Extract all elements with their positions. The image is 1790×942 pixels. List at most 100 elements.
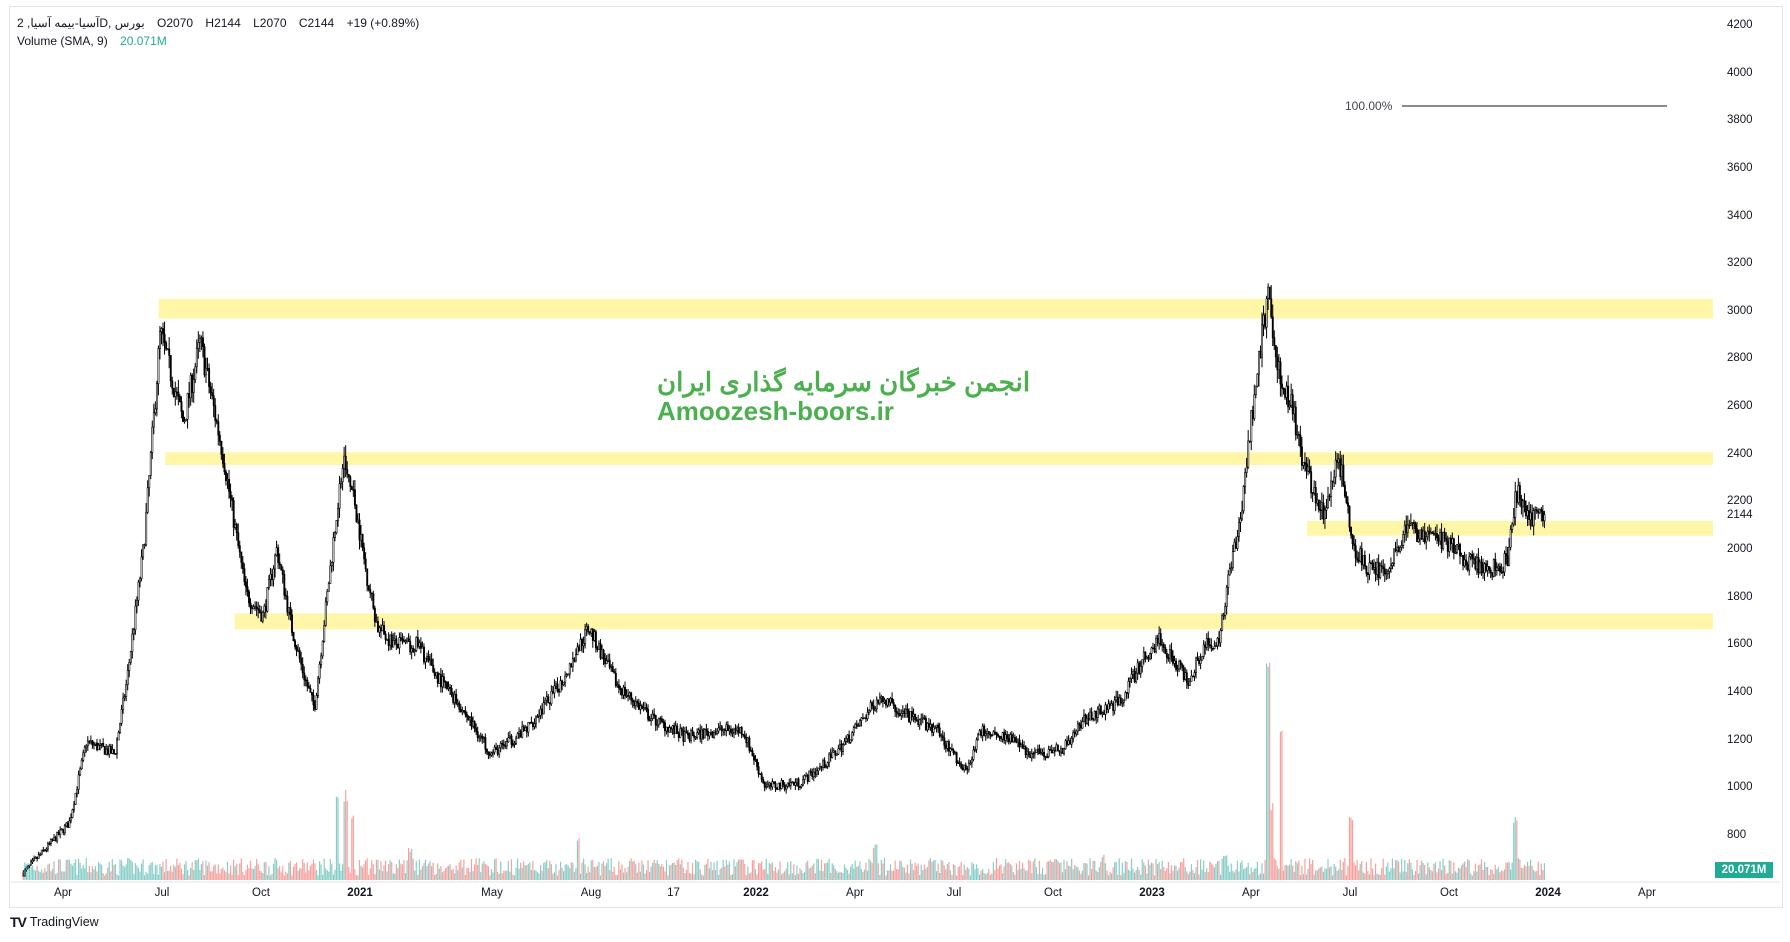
price-tick-label: 1000 [1727,781,1753,794]
volume-bar [549,860,551,880]
volume-bar [170,865,172,880]
volume-bar [790,861,792,880]
candle-down [1182,667,1185,680]
candle-down [1006,734,1009,739]
candle-down [1159,633,1162,645]
volume-bar [1338,869,1340,880]
candle-up [909,711,912,723]
volume-bar [489,875,491,880]
volume-bar [1457,867,1460,880]
volume-bar [147,873,149,880]
volume-bar [318,861,321,880]
candle-down [1505,553,1508,557]
candle-up [1213,646,1216,650]
candle-down [444,681,447,683]
volume-bar [633,860,635,880]
candle-down [1310,471,1313,494]
volume-bar [1137,867,1139,880]
volume-bar [139,871,141,880]
volume-bar [687,862,689,880]
volume-bar [185,860,187,880]
volume-bar [299,868,301,880]
volume-bar [25,864,28,880]
candle-down [292,632,295,642]
candle-down [1181,664,1184,668]
volume-bar [840,872,843,880]
volume-bar [286,873,288,880]
volume-bar [914,862,916,880]
candle-up [1417,538,1420,542]
candle-down [989,733,992,736]
candle-down [1366,573,1369,576]
volume-indicator-value: 20.071M [120,34,167,48]
volume-bar [1035,866,1037,880]
volume-bar [1117,874,1119,880]
volume-bar [1281,731,1283,880]
volume-bar [527,863,529,880]
volume-bar [675,864,677,880]
volume-bar [1213,867,1216,880]
candle-down [961,767,964,771]
volume-bar [693,874,695,880]
candle-up [1012,736,1015,743]
candle-up [875,699,878,710]
volume-bar [1462,863,1464,880]
volume-bar [564,864,566,880]
volume-bar [1467,858,1469,880]
volume-bar [1209,861,1211,880]
candle-down [1198,660,1201,664]
candle-down [1112,703,1115,711]
volume-bar [1051,861,1053,880]
candle-up [518,731,521,734]
volume-bar [498,873,500,880]
volume-bar [1342,861,1344,880]
candle-up [1514,491,1517,518]
volume-bar [893,870,895,880]
candle-up [1324,509,1326,520]
time-tick-label: 2022 [743,887,769,899]
volume-bar [971,862,973,880]
candle-down [1413,522,1415,525]
symbol-name[interactable]: آسیا-بیمه آسیا, 2D, بورس [17,16,145,30]
volume-bar [1344,858,1346,880]
candle-down [1494,559,1497,571]
volume-bar [1031,872,1033,880]
candle-up [1193,672,1196,677]
fib-level-label[interactable]: 100.00% [1345,99,1393,113]
volume-bar [464,874,466,880]
candle-down [291,614,293,633]
candle-up [1076,723,1079,732]
candle-down [551,691,554,694]
candle-down [743,734,746,739]
volume-bar [47,864,49,880]
candle-up [447,686,450,689]
volume-bar [1075,866,1077,880]
volume-bar [572,862,574,880]
volume-bar [163,872,166,880]
candle-up [789,782,792,786]
candle-up [192,379,195,393]
candle-up [1517,485,1520,503]
volume-bar [668,865,671,880]
candle-down [1046,756,1049,758]
candle-up [954,752,957,754]
candle-down [442,676,445,682]
volume-bar [349,872,351,880]
price-tick-label: 3600 [1727,161,1753,174]
volume-bar [722,859,724,880]
candle-up [378,627,381,633]
volume-bar [354,869,356,880]
candle-up [1009,734,1012,743]
price-tick-label: 4000 [1727,66,1753,79]
volume-bar [894,860,896,880]
tradingview-logo[interactable]: TV TradingView [10,914,99,930]
volume-indicator-name[interactable]: Volume (SMA, 9) [17,34,108,48]
price-tick-label: 3200 [1727,257,1753,270]
candle-up [68,820,71,828]
candle-down [987,731,990,735]
volume-bar [877,863,879,880]
volume-bar [1284,865,1286,880]
volume-bar [862,872,864,880]
candle-down [745,737,748,744]
